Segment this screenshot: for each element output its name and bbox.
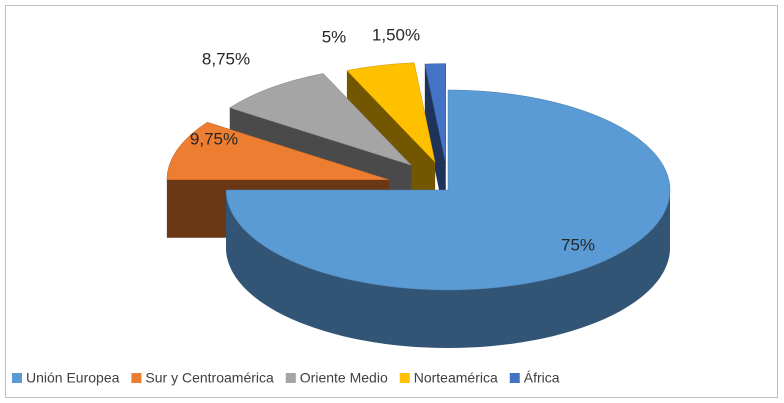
data-label: 75% <box>561 235 595 254</box>
legend-label: Norteamérica <box>414 370 498 386</box>
slice-cut-face <box>424 64 446 222</box>
legend-label: África <box>524 370 560 386</box>
legend-swatch <box>285 373 296 383</box>
pie: 75% 9,75% 8,75% 5% 1,50% <box>166 25 671 348</box>
slice <box>229 73 412 166</box>
legend-label: Unión Europea <box>26 370 120 386</box>
data-label: 5% <box>322 27 347 46</box>
slice <box>225 89 671 291</box>
slice <box>346 62 436 164</box>
slice-side <box>226 190 670 348</box>
legend-swatch <box>131 373 142 383</box>
legend-swatch <box>399 373 410 383</box>
data-label: 1,50% <box>372 25 420 44</box>
legend-swatch <box>509 373 520 383</box>
data-label: 9,75% <box>190 129 238 148</box>
legend-label: Oriente Medio <box>300 370 388 386</box>
data-label: 8,75% <box>202 49 250 68</box>
slice <box>166 121 389 180</box>
legend: Unión Europea Sur y Centroamérica Oriente … <box>12 370 560 386</box>
legend-label: Sur y Centroamérica <box>145 370 274 386</box>
slice <box>424 63 446 164</box>
legend-swatch <box>12 373 22 383</box>
